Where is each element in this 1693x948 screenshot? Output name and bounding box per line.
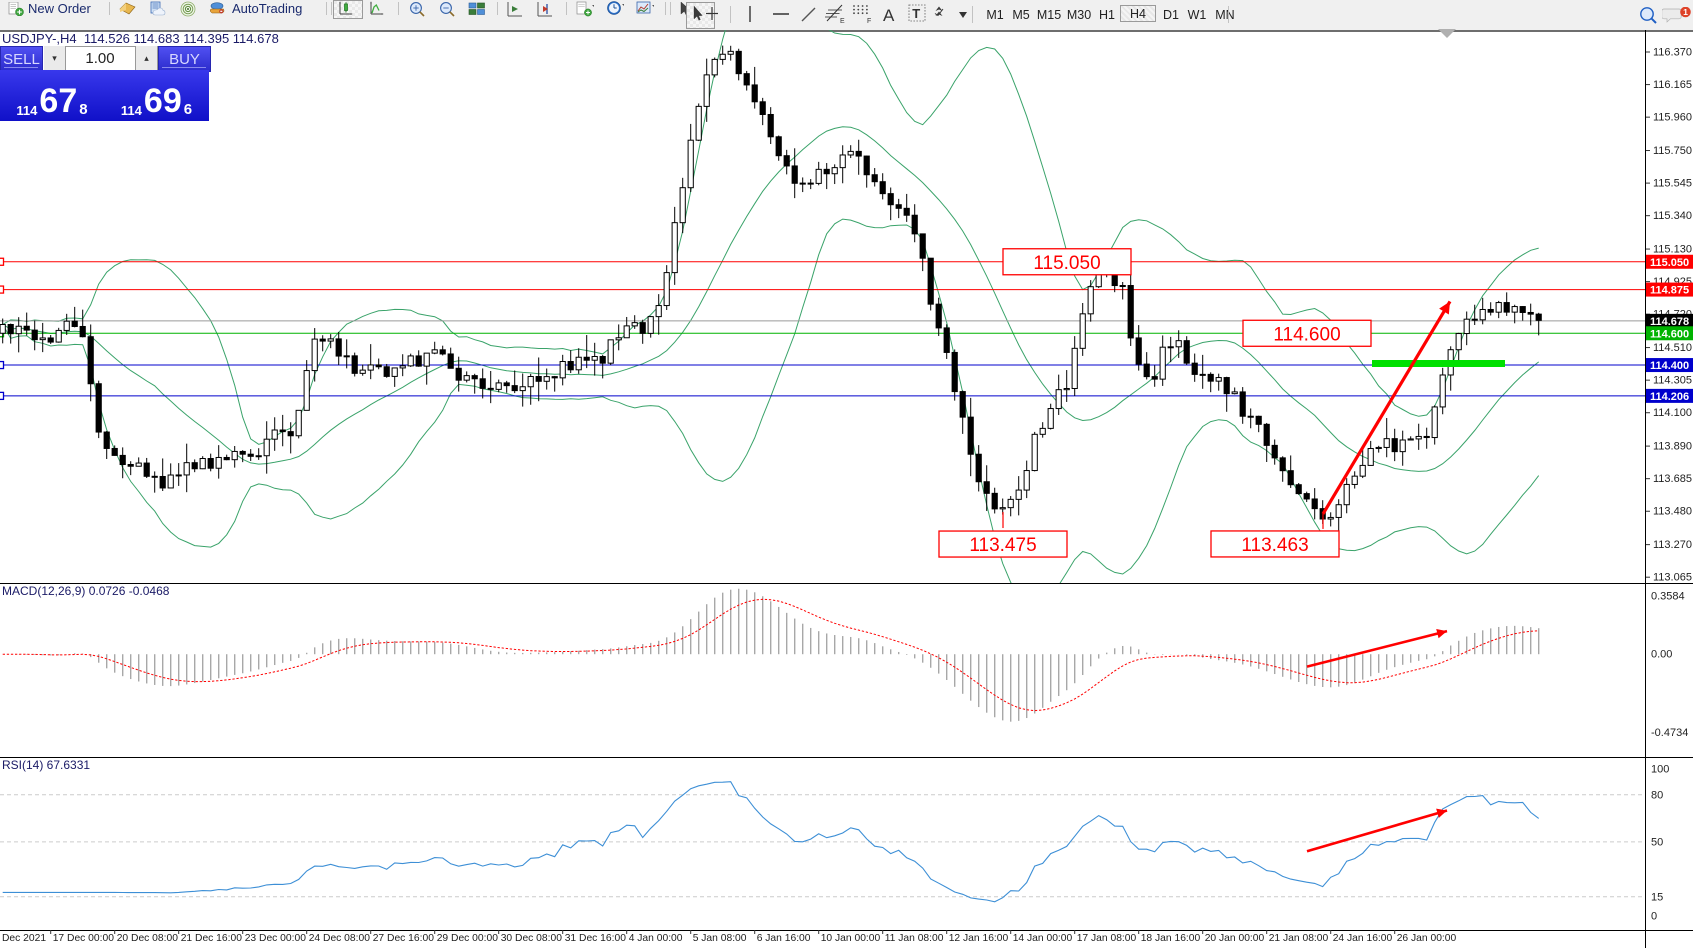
svg-text:17 Dec 00:00: 17 Dec 00:00 bbox=[53, 933, 115, 944]
svg-text:115.545: 115.545 bbox=[1653, 178, 1692, 190]
svg-text:114.875: 114.875 bbox=[1650, 285, 1689, 297]
svg-text:21 Dec 16:00: 21 Dec 16:00 bbox=[181, 933, 243, 944]
svg-text:18 Jan 16:00: 18 Jan 16:00 bbox=[1141, 933, 1201, 944]
svg-text:29 Dec 00:00: 29 Dec 00:00 bbox=[437, 933, 499, 944]
svg-text:114.400: 114.400 bbox=[1650, 360, 1689, 372]
svg-text:12 Jan 16:00: 12 Jan 16:00 bbox=[949, 933, 1009, 944]
svg-text:113.475: 113.475 bbox=[969, 535, 1036, 556]
svg-text:11 Jan 08:00: 11 Jan 08:00 bbox=[885, 933, 944, 944]
svg-text:115.750: 115.750 bbox=[1653, 145, 1692, 157]
svg-text:115.130: 115.130 bbox=[1653, 244, 1692, 256]
svg-text:113.685: 113.685 bbox=[1653, 473, 1692, 485]
svg-text:17 Jan 08:00: 17 Jan 08:00 bbox=[1077, 933, 1137, 944]
svg-text:0.3584: 0.3584 bbox=[1651, 591, 1685, 603]
svg-text:1: 1 bbox=[1683, 7, 1688, 17]
svg-text:100: 100 bbox=[1651, 763, 1669, 775]
svg-text:6 Jan 16:00: 6 Jan 16:00 bbox=[757, 933, 811, 944]
svg-text:20 Jan 00:00: 20 Jan 00:00 bbox=[1205, 933, 1265, 944]
svg-text:116.370: 116.370 bbox=[1653, 47, 1692, 59]
svg-text:113.065: 113.065 bbox=[1653, 572, 1692, 583]
svg-text:114.206: 114.206 bbox=[1650, 391, 1689, 403]
svg-text:113.463: 113.463 bbox=[1241, 535, 1308, 556]
svg-text:80: 80 bbox=[1651, 789, 1663, 801]
svg-text:115.340: 115.340 bbox=[1653, 210, 1692, 222]
svg-text:20 Dec 08:00: 20 Dec 08:00 bbox=[117, 933, 179, 944]
svg-text:30 Dec 08:00: 30 Dec 08:00 bbox=[501, 933, 563, 944]
svg-text:E: E bbox=[840, 18, 845, 24]
svg-text:Dec 2021: Dec 2021 bbox=[2, 933, 46, 944]
svg-text:114.600: 114.600 bbox=[1650, 328, 1689, 340]
svg-text:115.050: 115.050 bbox=[1033, 253, 1100, 274]
svg-text:F: F bbox=[867, 18, 871, 24]
svg-text:10 Jan 00:00: 10 Jan 00:00 bbox=[821, 933, 881, 944]
svg-text:24 Jan 16:00: 24 Jan 16:00 bbox=[1333, 933, 1393, 944]
svg-text:0.00: 0.00 bbox=[1651, 649, 1672, 661]
svg-text:116.165: 116.165 bbox=[1653, 79, 1692, 91]
svg-text:114.510: 114.510 bbox=[1653, 342, 1692, 354]
svg-text:114.678: 114.678 bbox=[1650, 316, 1689, 328]
svg-text:50: 50 bbox=[1651, 836, 1663, 848]
svg-text:115.050: 115.050 bbox=[1650, 257, 1689, 269]
svg-text:21 Jan 08:00: 21 Jan 08:00 bbox=[1269, 933, 1329, 944]
svg-text:26 Jan 00:00: 26 Jan 00:00 bbox=[1397, 933, 1457, 944]
svg-text:114.305: 114.305 bbox=[1653, 375, 1692, 387]
svg-text:114.600: 114.600 bbox=[1273, 324, 1340, 345]
svg-text:113.890: 113.890 bbox=[1653, 441, 1692, 453]
svg-text:113.480: 113.480 bbox=[1653, 506, 1692, 518]
svg-text:0: 0 bbox=[1651, 910, 1657, 922]
svg-text:27 Dec 16:00: 27 Dec 16:00 bbox=[373, 933, 435, 944]
svg-text:14 Jan 00:00: 14 Jan 00:00 bbox=[1013, 933, 1073, 944]
svg-text:T: T bbox=[912, 6, 920, 21]
svg-text:114.100: 114.100 bbox=[1653, 407, 1692, 419]
svg-text:15: 15 bbox=[1651, 891, 1663, 903]
svg-text:115.960: 115.960 bbox=[1653, 112, 1692, 124]
svg-text:-0.4734: -0.4734 bbox=[1651, 727, 1688, 739]
svg-text:23 Dec 00:00: 23 Dec 00:00 bbox=[245, 933, 307, 944]
svg-text:24 Dec 08:00: 24 Dec 08:00 bbox=[309, 933, 371, 944]
svg-text:31 Dec 16:00: 31 Dec 16:00 bbox=[565, 933, 627, 944]
svg-text:4 Jan 00:00: 4 Jan 00:00 bbox=[629, 933, 683, 944]
svg-text:113.270: 113.270 bbox=[1653, 539, 1692, 551]
svg-text:5 Jan 08:00: 5 Jan 08:00 bbox=[693, 933, 747, 944]
